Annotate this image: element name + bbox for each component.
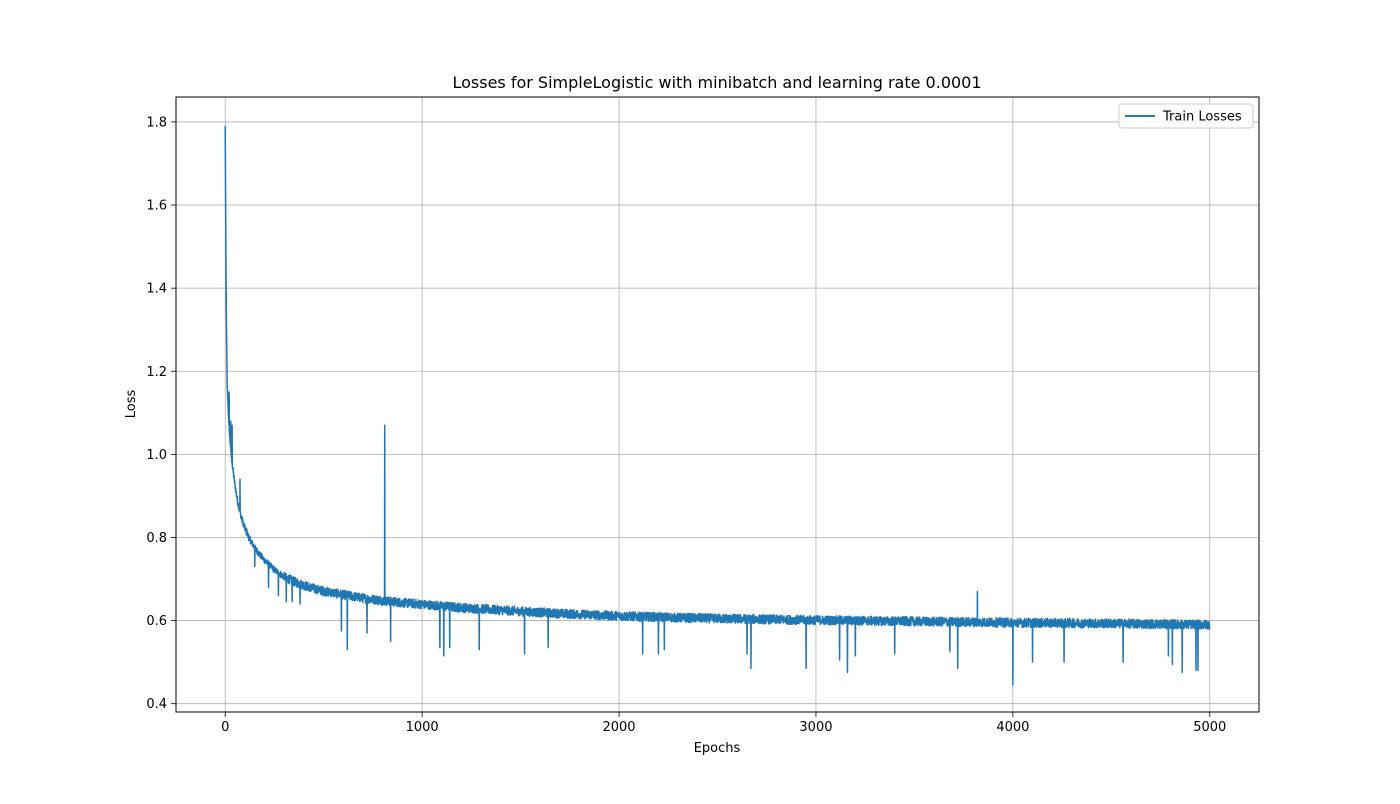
x-tick-label: 3000 [799, 720, 832, 735]
axis-ticks: 0 1000 2000 3000 4000 5000 0.4 0.6 0.8 1.0 1.2 1.4 1… [146, 115, 1226, 735]
x-tick-label: 1000 [406, 720, 439, 735]
y-tick-label: 1.4 [146, 282, 167, 297]
y-tick-label: 0.4 [146, 697, 167, 712]
series-line-train-losses [224, 126, 1211, 686]
y-tick-label: 1.0 [146, 448, 167, 463]
legend-label-train-losses: Train Losses [1162, 110, 1242, 125]
legend: Train Losses [1118, 103, 1254, 129]
x-tick-label: 2000 [602, 720, 635, 735]
grid-lines [176, 97, 1259, 712]
y-tick-label: 1.6 [146, 199, 167, 214]
legend-box [1118, 103, 1254, 129]
plot-frame [175, 96, 1260, 713]
x-tick-label: 5000 [1193, 720, 1226, 735]
chart-title: Losses for SimpleLogistic with minibatch… [452, 73, 981, 92]
y-tick-label: 0.8 [146, 531, 167, 546]
y-tick-label: 1.8 [146, 115, 167, 130]
y-tick-label: 0.6 [146, 614, 167, 629]
series-lines [224, 126, 1211, 686]
x-tick-label: 4000 [996, 720, 1029, 735]
x-tick-label: 0 [221, 720, 229, 735]
y-axis-label: Loss [124, 390, 139, 419]
x-axis-label: Epochs [694, 741, 741, 756]
y-tick-label: 1.2 [146, 365, 167, 380]
